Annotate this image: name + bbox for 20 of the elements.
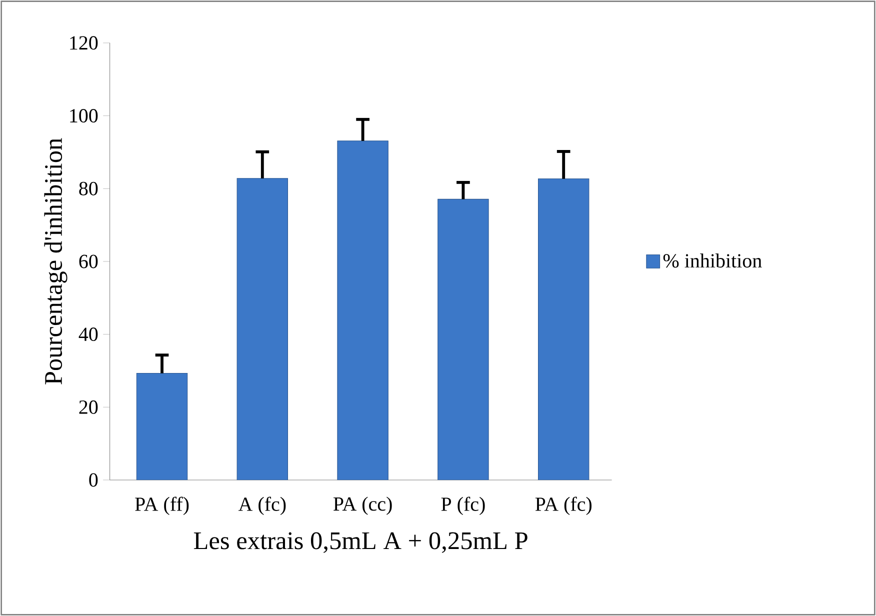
y-tick-label: 60	[79, 254, 98, 268]
bar	[337, 140, 388, 480]
y-tick-label: 40	[78, 328, 98, 342]
y-tick-label: 20	[79, 400, 98, 414]
x-tick-label: PA (fc)	[535, 496, 592, 516]
x-axis-title: Les extrais 0,5mL A + 0,25mL P	[194, 532, 528, 553]
y-tick-label: 80	[79, 182, 98, 196]
y-tick-label: 0	[89, 473, 98, 487]
y-axis-title: Pourcentage d'inhibition	[44, 138, 68, 384]
x-tick-label: A (fc)	[238, 496, 286, 516]
y-tick-label: 120	[70, 36, 98, 50]
x-tick-label: PA (cc)	[333, 496, 392, 515]
x-tick-label: P (fc)	[441, 496, 485, 516]
bar	[136, 373, 188, 480]
x-tick-label: PA (ff)	[135, 496, 189, 516]
legend-label: % inhibition	[663, 254, 762, 268]
bar	[236, 178, 288, 480]
bar	[438, 198, 489, 480]
y-tick-label: 100	[70, 109, 98, 123]
bar	[538, 178, 590, 480]
